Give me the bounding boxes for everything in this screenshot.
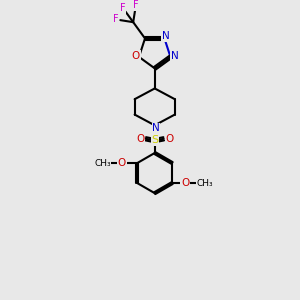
Text: O: O — [165, 134, 173, 144]
Text: S: S — [151, 135, 158, 145]
Text: N: N — [171, 51, 178, 61]
Text: CH₃: CH₃ — [196, 178, 213, 188]
Text: F: F — [133, 0, 139, 10]
Text: N: N — [152, 123, 160, 133]
Text: N: N — [162, 31, 170, 41]
Text: F: F — [120, 3, 126, 13]
Text: O: O — [118, 158, 126, 168]
Text: O: O — [136, 134, 144, 144]
Text: O: O — [181, 178, 189, 188]
Text: O: O — [132, 51, 140, 61]
Text: CH₃: CH₃ — [94, 158, 111, 167]
Text: F: F — [113, 14, 119, 25]
